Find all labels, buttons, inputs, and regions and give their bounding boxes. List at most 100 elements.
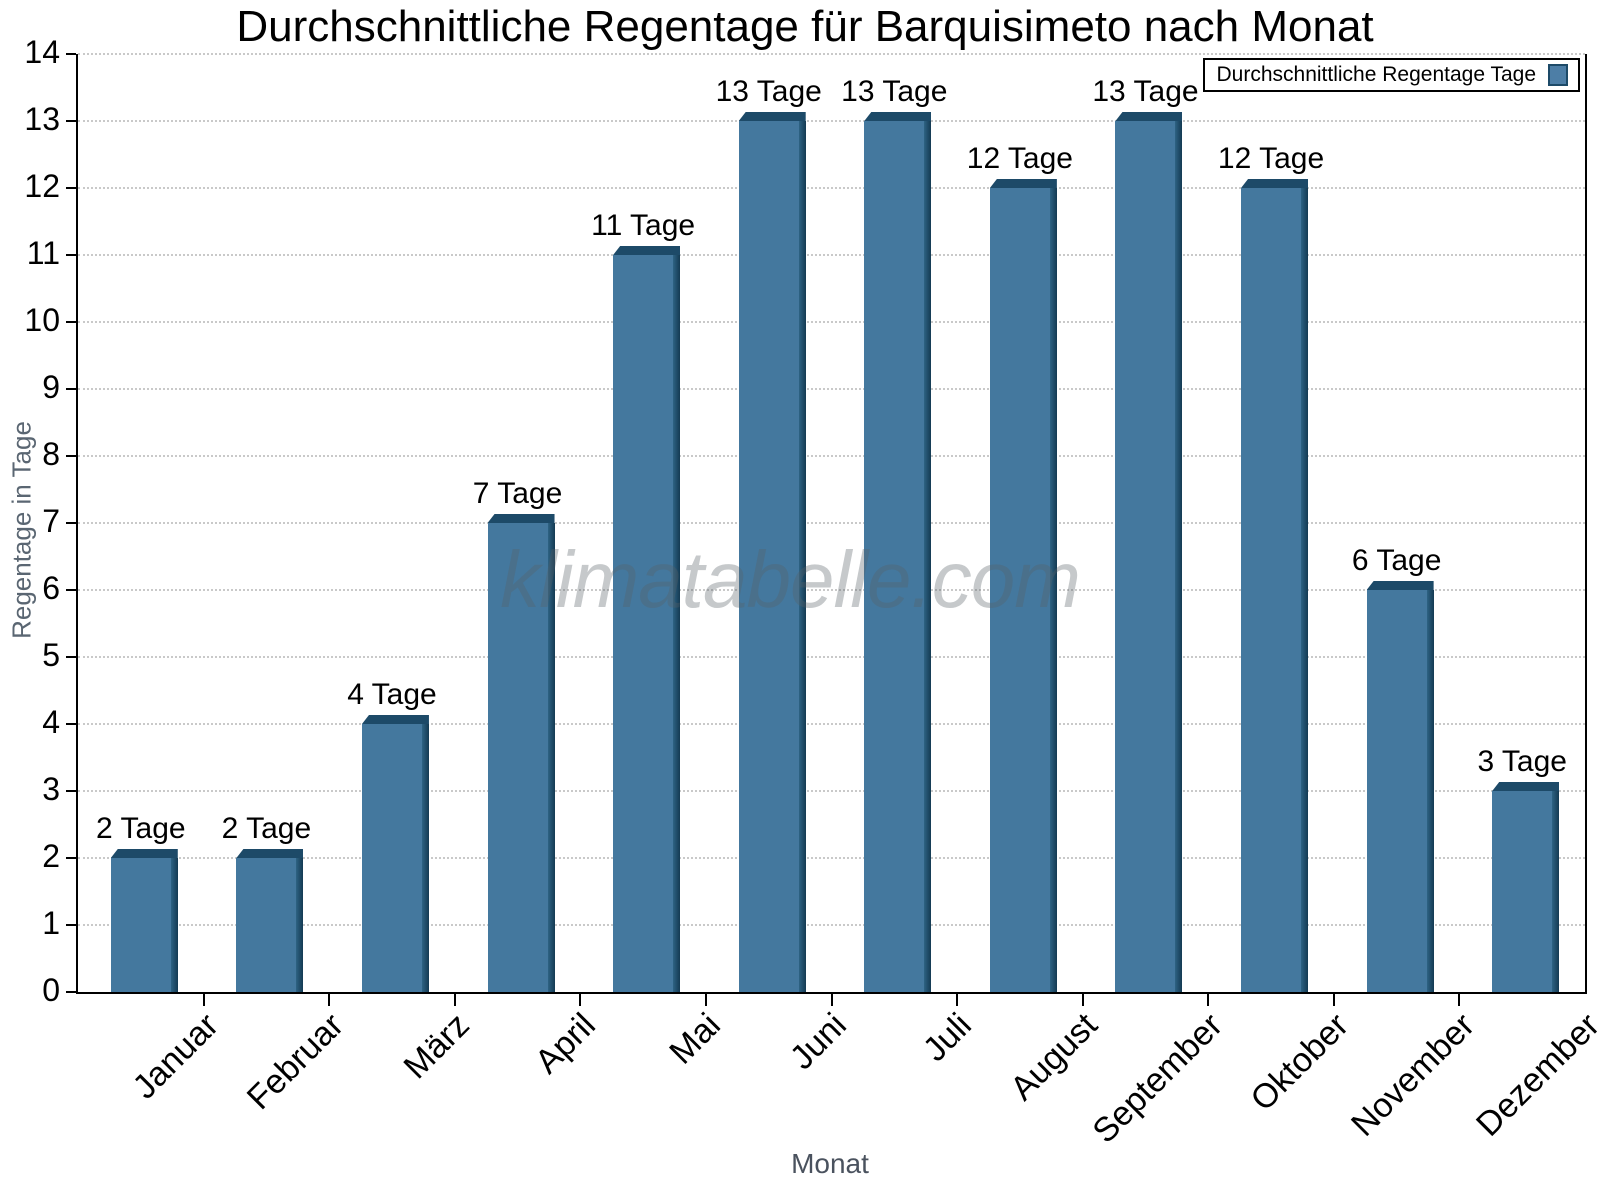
y-tick-6 (66, 589, 76, 591)
bar-februar (236, 849, 304, 992)
y-tick-3 (66, 790, 76, 792)
gridline-8 (78, 455, 1585, 457)
chart-title: Durchschnittliche Regentage für Barquisi… (236, 2, 1374, 51)
bar-side-shade (547, 523, 555, 992)
plot-area: 0 1 2 3 4 5 6 7 8 9 10 11 12 13 14 2 Tage Januar 2 Tage Fe… (24, 34, 1600, 1150)
x-tick-7 (956, 992, 959, 1006)
y-tick-2 (66, 857, 76, 859)
bar-side-shade (924, 121, 932, 992)
bar-side-shade (1049, 188, 1057, 992)
gridline-11 (78, 254, 1585, 256)
gridline-13 (78, 120, 1585, 122)
gridline-3 (78, 790, 1585, 792)
y-tick-0 (66, 991, 76, 993)
bar-value-label-märz: 4 Tage (347, 678, 437, 711)
bar-side-shade (170, 858, 178, 992)
bar-value-label-mai: 11 Tage (591, 209, 696, 242)
bar-value-label-januar: 2 Tage (96, 812, 186, 845)
bar-value-label-april: 7 Tage (472, 477, 563, 510)
y-tick-12 (66, 187, 76, 189)
y-tick-4 (66, 723, 76, 725)
x-tick-11 (1458, 992, 1461, 1006)
y-tick-label-12: 12 (24, 168, 60, 204)
bar-top-shade (236, 849, 304, 858)
x-tick-10 (1332, 992, 1335, 1006)
legend-label: Durchschnittliche Regentage Tage (1216, 63, 1536, 86)
bar-september (1115, 112, 1183, 992)
bar-face (110, 858, 171, 992)
bar-oktober (1241, 179, 1309, 992)
bar-value-label-februar: 2 Tage (221, 812, 312, 845)
gridline-7 (78, 522, 1585, 524)
bar-face (236, 858, 297, 992)
x-tick-4 (579, 992, 582, 1006)
y-tick-13 (66, 120, 76, 122)
gridline-14 (78, 53, 1585, 55)
x-tick-8 (1081, 992, 1084, 1006)
gridline-5 (78, 656, 1585, 658)
y-tick-label-10: 10 (24, 302, 60, 338)
y-axis-line (76, 54, 78, 994)
gridline-9 (78, 388, 1585, 390)
bar-april (487, 514, 555, 992)
bar-top-shade (738, 112, 806, 121)
bar-side-shade (421, 724, 429, 992)
bar-januar (110, 849, 178, 992)
bar-august (989, 179, 1057, 992)
x-tick-1 (202, 992, 205, 1006)
bar-side-shade (1301, 188, 1309, 992)
bar-value-label-juli: 13 Tage (841, 75, 948, 108)
y-tick-label-8: 8 (42, 436, 60, 472)
bar-face (864, 121, 925, 992)
bar-top-shade (1366, 581, 1434, 590)
y-tick-label-4: 4 (42, 704, 60, 740)
bar-top-shade (1241, 179, 1309, 188)
y-tick-label-7: 7 (42, 503, 60, 539)
bar-face (1241, 188, 1302, 992)
gridline-12 (78, 187, 1585, 189)
y-tick-label-2: 2 (42, 838, 60, 874)
bar-top-shade (989, 179, 1057, 188)
bar-side-shade (673, 255, 681, 992)
x-axis-title: Monat (791, 1148, 869, 1179)
y-tick-11 (66, 254, 76, 256)
bar-top-shade (613, 246, 681, 255)
y-tick-label-5: 5 (42, 637, 60, 673)
x-tick-6 (830, 992, 833, 1006)
plot-right-border (1585, 54, 1587, 994)
y-tick-label-13: 13 (24, 101, 60, 137)
y-tick-10 (66, 321, 76, 323)
y-tick-label-1: 1 (42, 905, 60, 941)
y-tick-8 (66, 455, 76, 457)
bar-side-shade (1552, 791, 1560, 992)
bar-value-label-dezember: 3 Tage (1477, 745, 1567, 778)
bar-face (1492, 791, 1553, 992)
bar-mai (613, 246, 681, 992)
bar-top-shade (1492, 782, 1560, 791)
bar-juni (738, 112, 806, 992)
y-tick-5 (66, 656, 76, 658)
bar-top-shade (1115, 112, 1183, 121)
y-tick-label-6: 6 (42, 570, 60, 606)
bar-top-shade (487, 514, 555, 523)
gridline-6 (78, 589, 1585, 591)
y-tick-1 (66, 924, 76, 926)
y-tick-label-14: 14 (24, 34, 60, 70)
bar-face (738, 121, 799, 992)
bar-märz (361, 715, 429, 992)
bar-value-label-september: 13 Tage (1092, 75, 1199, 108)
y-tick-7 (66, 522, 76, 524)
bar-value-label-november: 6 Tage (1351, 544, 1442, 577)
bar-face (361, 724, 422, 992)
bar-top-shade (864, 112, 932, 121)
x-tick-2 (328, 992, 331, 1006)
gridline-10 (78, 321, 1585, 323)
y-tick-label-11: 11 (26, 235, 60, 271)
gridline-1 (78, 924, 1585, 926)
bar-side-shade (1426, 590, 1434, 992)
y-tick-label-9: 9 (42, 369, 60, 405)
bar-top-shade (361, 715, 429, 724)
bar-juli (864, 112, 932, 992)
y-tick-label-3: 3 (42, 771, 60, 807)
